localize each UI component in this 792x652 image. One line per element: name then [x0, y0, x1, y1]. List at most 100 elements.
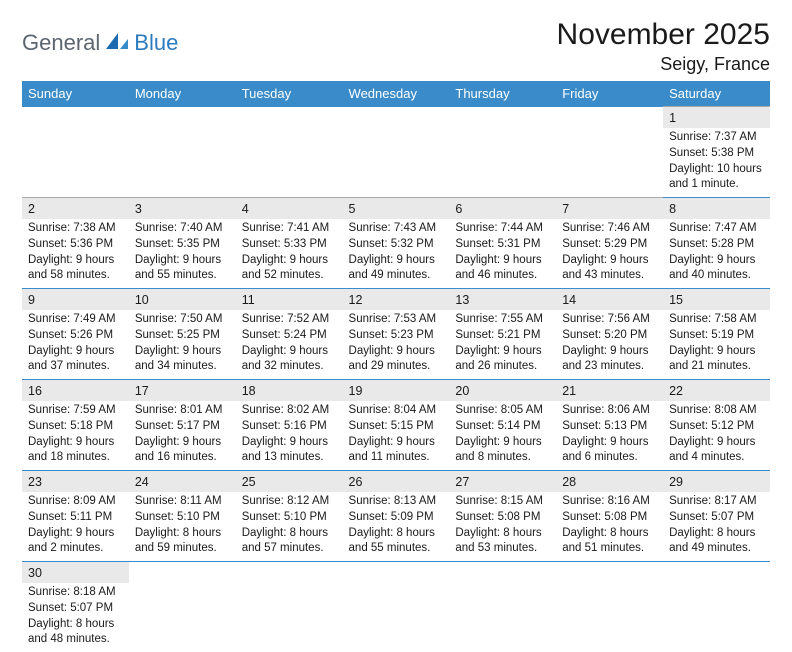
- day-content-cell: Sunrise: 8:06 AMSunset: 5:13 PMDaylight:…: [556, 401, 663, 470]
- daylight-text: Daylight: 8 hours and 55 minutes.: [349, 526, 444, 556]
- sunset-text: Sunset: 5:29 PM: [562, 237, 657, 252]
- day-content-cell: Sunrise: 7:55 AMSunset: 5:21 PMDaylight:…: [449, 310, 556, 379]
- calendar-head: SundayMondayTuesdayWednesdayThursdayFrid…: [22, 81, 770, 107]
- day-content: Sunrise: 7:49 AMSunset: 5:26 PMDaylight:…: [28, 312, 123, 374]
- sunrise-text: Sunrise: 7:46 AM: [562, 221, 657, 236]
- day-number-cell: 1: [663, 107, 770, 129]
- day-content: Sunrise: 7:38 AMSunset: 5:36 PMDaylight:…: [28, 221, 123, 283]
- weekday-header: Friday: [556, 81, 663, 107]
- day-number-cell: [663, 562, 770, 584]
- day-content-cell: [663, 583, 770, 652]
- sail-icon: [104, 31, 130, 56]
- day-number-cell: 5: [343, 198, 450, 220]
- daylight-text: Daylight: 9 hours and 43 minutes.: [562, 253, 657, 283]
- day-content-cell: Sunrise: 7:43 AMSunset: 5:32 PMDaylight:…: [343, 219, 450, 288]
- sunrise-text: Sunrise: 8:15 AM: [455, 494, 550, 509]
- day-content-cell: Sunrise: 8:08 AMSunset: 5:12 PMDaylight:…: [663, 401, 770, 470]
- sunset-text: Sunset: 5:25 PM: [135, 328, 230, 343]
- content-row: Sunrise: 7:37 AMSunset: 5:38 PMDaylight:…: [22, 128, 770, 197]
- day-content-cell: Sunrise: 7:41 AMSunset: 5:33 PMDaylight:…: [236, 219, 343, 288]
- daynum-row: 23242526272829: [22, 471, 770, 493]
- day-content: Sunrise: 7:47 AMSunset: 5:28 PMDaylight:…: [669, 221, 764, 283]
- daylight-text: Daylight: 8 hours and 59 minutes.: [135, 526, 230, 556]
- sunrise-text: Sunrise: 8:05 AM: [455, 403, 550, 418]
- day-number-cell: [129, 107, 236, 129]
- day-content: Sunrise: 8:08 AMSunset: 5:12 PMDaylight:…: [669, 403, 764, 465]
- day-content: Sunrise: 7:44 AMSunset: 5:31 PMDaylight:…: [455, 221, 550, 283]
- day-content: Sunrise: 8:13 AMSunset: 5:09 PMDaylight:…: [349, 494, 444, 556]
- weekday-header: Tuesday: [236, 81, 343, 107]
- day-number-cell: 15: [663, 289, 770, 311]
- sunset-text: Sunset: 5:33 PM: [242, 237, 337, 252]
- day-content-cell: Sunrise: 7:53 AMSunset: 5:23 PMDaylight:…: [343, 310, 450, 379]
- sunset-text: Sunset: 5:26 PM: [28, 328, 123, 343]
- page-title: November 2025: [557, 18, 770, 52]
- sunrise-text: Sunrise: 7:44 AM: [455, 221, 550, 236]
- day-number-cell: 20: [449, 380, 556, 402]
- day-content-cell: [556, 583, 663, 652]
- daylight-text: Daylight: 9 hours and 29 minutes.: [349, 344, 444, 374]
- day-number-cell: 16: [22, 380, 129, 402]
- day-content: Sunrise: 7:58 AMSunset: 5:19 PMDaylight:…: [669, 312, 764, 374]
- sunset-text: Sunset: 5:20 PM: [562, 328, 657, 343]
- day-content-cell: Sunrise: 7:40 AMSunset: 5:35 PMDaylight:…: [129, 219, 236, 288]
- day-content-cell: [449, 128, 556, 197]
- day-number-cell: 22: [663, 380, 770, 402]
- day-content: Sunrise: 7:50 AMSunset: 5:25 PMDaylight:…: [135, 312, 230, 374]
- day-number-cell: [449, 107, 556, 129]
- title-block: November 2025 Seigy, France: [557, 18, 770, 75]
- day-number-cell: 29: [663, 471, 770, 493]
- weekday-header: Wednesday: [343, 81, 450, 107]
- day-number-cell: 28: [556, 471, 663, 493]
- day-number-cell: [236, 562, 343, 584]
- day-content-cell: Sunrise: 8:01 AMSunset: 5:17 PMDaylight:…: [129, 401, 236, 470]
- sunset-text: Sunset: 5:19 PM: [669, 328, 764, 343]
- day-content: Sunrise: 7:40 AMSunset: 5:35 PMDaylight:…: [135, 221, 230, 283]
- day-content-cell: Sunrise: 7:38 AMSunset: 5:36 PMDaylight:…: [22, 219, 129, 288]
- page-subtitle: Seigy, France: [557, 54, 770, 75]
- day-number-cell: 26: [343, 471, 450, 493]
- day-content: Sunrise: 8:06 AMSunset: 5:13 PMDaylight:…: [562, 403, 657, 465]
- daynum-row: 9101112131415: [22, 289, 770, 311]
- day-content-cell: Sunrise: 8:13 AMSunset: 5:09 PMDaylight:…: [343, 492, 450, 561]
- day-content-cell: Sunrise: 7:59 AMSunset: 5:18 PMDaylight:…: [22, 401, 129, 470]
- daylight-text: Daylight: 9 hours and 26 minutes.: [455, 344, 550, 374]
- day-content: Sunrise: 8:05 AMSunset: 5:14 PMDaylight:…: [455, 403, 550, 465]
- daynum-row: 30: [22, 562, 770, 584]
- sunrise-text: Sunrise: 7:52 AM: [242, 312, 337, 327]
- sunset-text: Sunset: 5:16 PM: [242, 419, 337, 434]
- day-content: Sunrise: 7:41 AMSunset: 5:33 PMDaylight:…: [242, 221, 337, 283]
- day-content: Sunrise: 7:46 AMSunset: 5:29 PMDaylight:…: [562, 221, 657, 283]
- daylight-text: Daylight: 9 hours and 52 minutes.: [242, 253, 337, 283]
- sunset-text: Sunset: 5:10 PM: [242, 510, 337, 525]
- day-content-cell: Sunrise: 8:16 AMSunset: 5:08 PMDaylight:…: [556, 492, 663, 561]
- calendar-table: SundayMondayTuesdayWednesdayThursdayFrid…: [22, 81, 770, 652]
- day-content: Sunrise: 7:37 AMSunset: 5:38 PMDaylight:…: [669, 130, 764, 192]
- sunrise-text: Sunrise: 7:38 AM: [28, 221, 123, 236]
- day-number-cell: 19: [343, 380, 450, 402]
- day-number-cell: [236, 107, 343, 129]
- daylight-text: Daylight: 8 hours and 53 minutes.: [455, 526, 550, 556]
- day-number-cell: 2: [22, 198, 129, 220]
- sunset-text: Sunset: 5:14 PM: [455, 419, 550, 434]
- day-content-cell: Sunrise: 7:44 AMSunset: 5:31 PMDaylight:…: [449, 219, 556, 288]
- daylight-text: Daylight: 9 hours and 13 minutes.: [242, 435, 337, 465]
- day-content-cell: Sunrise: 8:11 AMSunset: 5:10 PMDaylight:…: [129, 492, 236, 561]
- sunrise-text: Sunrise: 8:16 AM: [562, 494, 657, 509]
- sunrise-text: Sunrise: 8:11 AM: [135, 494, 230, 509]
- sunset-text: Sunset: 5:36 PM: [28, 237, 123, 252]
- day-content-cell: Sunrise: 7:58 AMSunset: 5:19 PMDaylight:…: [663, 310, 770, 379]
- calendar-body: 1Sunrise: 7:37 AMSunset: 5:38 PMDaylight…: [22, 107, 770, 652]
- day-content-cell: [449, 583, 556, 652]
- day-number-cell: 25: [236, 471, 343, 493]
- day-number-cell: 21: [556, 380, 663, 402]
- weekday-header: Thursday: [449, 81, 556, 107]
- daylight-text: Daylight: 9 hours and 46 minutes.: [455, 253, 550, 283]
- sunrise-text: Sunrise: 8:01 AM: [135, 403, 230, 418]
- day-content-cell: [129, 583, 236, 652]
- day-content-cell: Sunrise: 8:02 AMSunset: 5:16 PMDaylight:…: [236, 401, 343, 470]
- daynum-row: 16171819202122: [22, 380, 770, 402]
- sunrise-text: Sunrise: 7:56 AM: [562, 312, 657, 327]
- day-content: Sunrise: 8:16 AMSunset: 5:08 PMDaylight:…: [562, 494, 657, 556]
- brand-logo: General Blue: [22, 18, 178, 56]
